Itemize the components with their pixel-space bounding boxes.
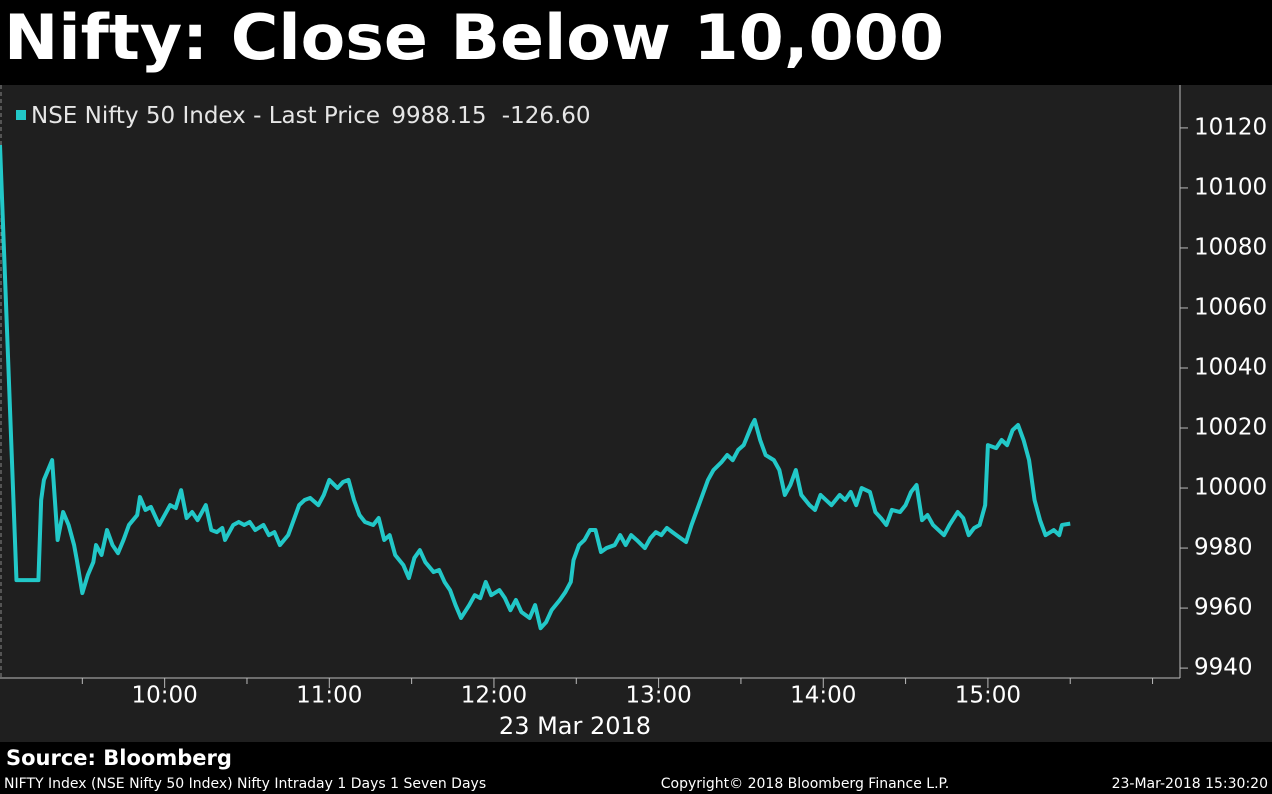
y-tick-label: 10000 (1194, 475, 1267, 501)
y-tick-label: 10060 (1194, 294, 1267, 320)
title-bar (0, 0, 1272, 85)
x-tick-label: 10:00 (132, 683, 198, 709)
legend-last-price: 9988.15 (391, 103, 486, 129)
source-bar (0, 742, 1272, 772)
y-tick-label: 9980 (1194, 535, 1253, 561)
y-tick-label: 10120 (1194, 114, 1267, 140)
y-tick-label: 10040 (1194, 354, 1267, 380)
legend-swatch (16, 110, 26, 120)
x-tick-label: 13:00 (625, 683, 691, 709)
plot-background (0, 85, 1272, 742)
legend: NSE Nifty 50 Index - Last Price 9988.15 … (31, 103, 591, 129)
y-tick-label: 9940 (1194, 655, 1253, 681)
x-tick-label: 14:00 (790, 683, 856, 709)
x-tick-label: 12:00 (461, 683, 527, 709)
x-axis-label: 23 Mar 2018 (499, 712, 651, 740)
footer-right: 23-Mar-2018 15:30:20 (1112, 776, 1268, 792)
y-tick-label: 10020 (1194, 415, 1267, 441)
y-tick-label: 10100 (1194, 174, 1267, 200)
x-tick-label: 11:00 (296, 683, 362, 709)
y-tick-label: 10080 (1194, 234, 1267, 260)
footer-center: Copyright© 2018 Bloomberg Finance L.P. (661, 776, 950, 792)
price-line (0, 144, 1071, 631)
y-tick-label: 9960 (1194, 595, 1253, 621)
x-tick-label: 15:00 (955, 683, 1021, 709)
footer-left: NIFTY Index (NSE Nifty 50 Index) Nifty I… (4, 776, 486, 792)
legend-change: -126.60 (502, 103, 591, 129)
source: Source: Bloomberg (6, 746, 232, 770)
footer-bar (0, 772, 1272, 794)
chart-title: Nifty: Close Below 10,000 (4, 1, 944, 74)
legend-label: NSE Nifty 50 Index - Last Price (31, 103, 380, 129)
